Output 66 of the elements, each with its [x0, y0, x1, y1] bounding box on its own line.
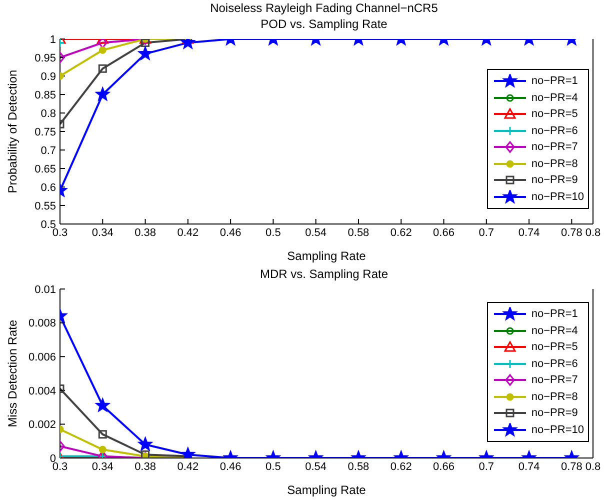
x-tick-label: 0.58	[348, 460, 370, 473]
legend-label: no−PR=9	[531, 407, 578, 420]
y-tick-label: 0.01	[34, 284, 56, 296]
x-tick-label: 0.58	[348, 226, 370, 239]
legend-label: no−PR=10	[531, 190, 584, 203]
legend-label: no−PR=6	[531, 124, 578, 137]
x-tick-label: 0.66	[433, 226, 454, 239]
x-axis-title: Sampling Rate	[287, 483, 366, 497]
legend-label: no−PR=1	[531, 75, 578, 88]
x-tick-label: 0.7	[478, 460, 494, 473]
legend-label: no−PR=8	[531, 158, 578, 170]
y-tick-label: 0.006	[28, 352, 56, 364]
x-tick-label: 0.46	[220, 226, 242, 239]
y-tick-label: 0.7	[40, 144, 56, 157]
legend-label: no−PR=7	[531, 141, 578, 154]
x-tick-label: 0.54	[305, 460, 327, 473]
x-tick-label: 0.38	[134, 226, 156, 239]
x-axis-title: Sampling Rate	[287, 249, 366, 263]
y-tick-label: 0.002	[28, 419, 56, 432]
x-tick-label: 0.42	[177, 226, 199, 239]
chart-subtitle: POD vs. Sampling Rate	[260, 16, 388, 32]
x-tick-label: 0.74	[518, 460, 540, 473]
y-tick-label: 1	[50, 34, 56, 46]
x-tick-label: 0.38	[134, 460, 156, 473]
y-tick-label: 0.004	[28, 385, 56, 398]
x-tick-label: 0.7	[478, 226, 494, 239]
legend-label: no−PR=5	[531, 341, 578, 354]
x-tick-label: 0.78	[560, 226, 582, 239]
legend-label: no−PR=10	[531, 424, 584, 436]
x-tick-label: 0.62	[390, 226, 412, 239]
y-tick-label: 0.8	[40, 108, 56, 120]
y-tick-label: 0.65	[34, 163, 56, 176]
legend-label: no−PR=1	[531, 308, 578, 320]
x-tick-label: 0.42	[177, 460, 199, 473]
x-tick-label: 0.3	[52, 226, 68, 239]
x-tick-label: 0.66	[433, 460, 454, 473]
y-tick-label: 0.9	[40, 70, 56, 83]
y-tick-label: 0.008	[28, 318, 56, 330]
legend-label: no−PR=4	[531, 92, 578, 104]
legend-label: no−PR=7	[531, 374, 578, 386]
x-tick-label: 0.8	[585, 460, 601, 473]
x-tick-label: 0.78	[560, 460, 582, 473]
x-tick-label: 0.5	[266, 460, 281, 473]
chart-title: Noiseless Rayleigh Fading Channel−nCR5	[209, 0, 439, 16]
legend-label: no−PR=6	[531, 358, 578, 370]
chart-title: MDR vs. Sampling Rate	[258, 266, 390, 282]
x-tick-label: 0.74	[518, 226, 540, 239]
legend-label: no−PR=9	[531, 174, 578, 186]
x-tick-label: 0.5	[266, 226, 281, 239]
x-tick-label: 0.46	[220, 460, 242, 473]
y-tick-label: 0.6	[40, 182, 56, 194]
y-tick-label: 0.55	[34, 200, 56, 212]
x-tick-label: 0.3	[52, 460, 68, 473]
y-axis-title: Miss Detection Rate	[5, 319, 20, 428]
x-tick-label: 0.34	[92, 460, 114, 473]
y-tick-label: 0.95	[34, 52, 56, 64]
legend-label: no−PR=8	[531, 390, 578, 403]
y-tick-label: 0.85	[34, 89, 56, 102]
y-tick-label: 0.75	[34, 126, 56, 138]
legend-label: no−PR=5	[531, 108, 578, 120]
x-tick-label: 0.8	[585, 226, 601, 239]
x-tick-label: 0.34	[92, 226, 114, 239]
x-tick-label: 0.62	[390, 460, 412, 473]
x-tick-label: 0.54	[305, 226, 327, 239]
y-axis-title: Probability of Detection	[5, 70, 20, 194]
legend-label: no−PR=4	[531, 324, 578, 337]
